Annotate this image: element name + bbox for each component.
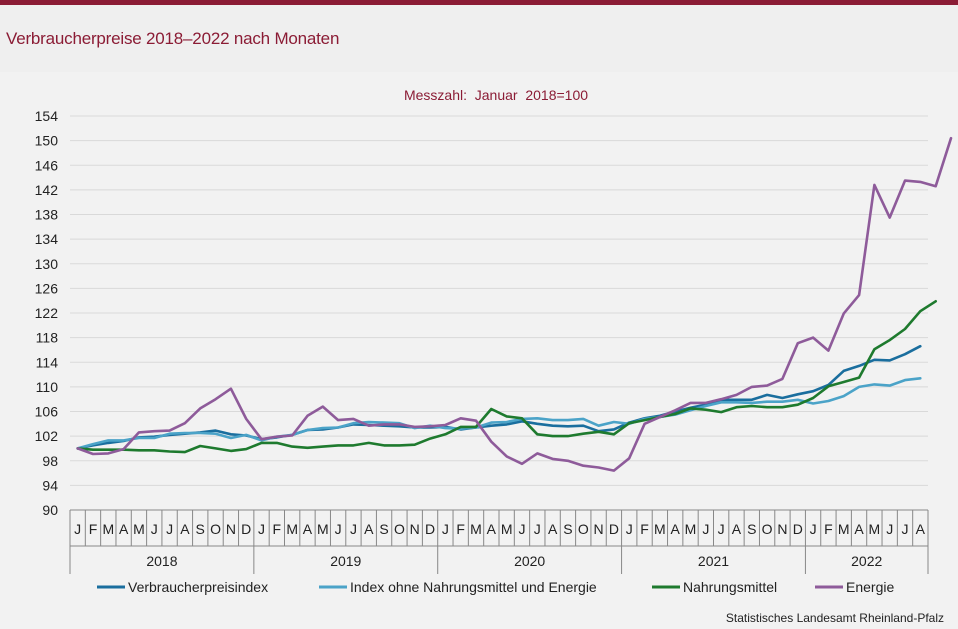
month-tick-label: A xyxy=(364,521,374,537)
month-tick-label: N xyxy=(777,521,787,537)
month-tick-label: J xyxy=(166,521,173,537)
month-tick-label: D xyxy=(793,521,803,537)
y-tick-label: 146 xyxy=(35,157,59,173)
y-tick-label: 98 xyxy=(42,453,58,469)
year-label: 2018 xyxy=(146,553,177,569)
month-tick-label: S xyxy=(747,521,756,537)
month-tick-label: D xyxy=(609,521,619,537)
month-tick-label: J xyxy=(718,521,725,537)
month-tick-label: F xyxy=(89,521,98,537)
series-line-2 xyxy=(76,300,938,454)
y-tick-label: 94 xyxy=(42,477,58,493)
month-tick-label: O xyxy=(394,521,405,537)
month-tick-label: J xyxy=(442,521,449,537)
month-tick-label: S xyxy=(563,521,572,537)
month-tick-label: J xyxy=(350,521,357,537)
chart-panel: Messzahl: Januar 2018=100 90 94 98 102 106 11… xyxy=(0,72,958,629)
header: Verbraucherpreise 2018–2022 nach Monaten xyxy=(0,5,958,72)
month-tick-label: A xyxy=(548,521,558,537)
month-tick-label: N xyxy=(226,521,236,537)
month-tick-label: F xyxy=(456,521,465,537)
month-tick-label: O xyxy=(762,521,773,537)
series-line-0 xyxy=(76,344,922,450)
month-tick-label: J xyxy=(810,521,817,537)
series-lines xyxy=(76,136,953,472)
month-tick-label: F xyxy=(824,521,833,537)
month-tick-label: A xyxy=(916,521,926,537)
month-tick-label: S xyxy=(196,521,205,537)
y-tick-label: 130 xyxy=(35,256,59,272)
y-tick-label: 150 xyxy=(35,133,59,149)
month-tick-label: J xyxy=(74,521,81,537)
y-tick-label: 106 xyxy=(35,404,59,420)
month-tick-label: J xyxy=(518,521,525,537)
month-tick-label: F xyxy=(273,521,282,537)
year-label: 2021 xyxy=(698,553,729,569)
y-tick-label: 102 xyxy=(35,428,59,444)
month-tick-label: J xyxy=(534,521,541,537)
month-tick-label: O xyxy=(210,521,221,537)
legend-label: Index ohne Nahrungsmittel und Energie xyxy=(350,579,597,595)
top-accent-bar xyxy=(0,0,958,5)
y-tick-label: 154 xyxy=(35,108,59,124)
month-tick-label: M xyxy=(685,521,697,537)
chart-subtitle: Messzahl: Januar 2018=100 xyxy=(404,87,588,103)
series-line-1 xyxy=(76,376,922,450)
legend-label: Nahrungsmittel xyxy=(683,579,777,595)
grid-lines xyxy=(70,115,928,511)
month-tick-label: J xyxy=(702,521,709,537)
month-tick-label: M xyxy=(470,521,482,537)
year-label: 2022 xyxy=(851,553,882,569)
y-tick-label: 118 xyxy=(36,330,59,346)
month-tick-label: S xyxy=(379,521,388,537)
month-tick-label: M xyxy=(286,521,298,537)
month-tick-label: A xyxy=(854,521,864,537)
month-tick-label: M xyxy=(654,521,666,537)
y-tick-label: 110 xyxy=(36,379,59,395)
y-tick-label: 122 xyxy=(35,305,59,321)
y-tick-label: 138 xyxy=(35,207,59,223)
month-tick-label: N xyxy=(410,521,420,537)
series-line-3 xyxy=(76,136,953,472)
month-tick-label: N xyxy=(594,521,604,537)
y-tick-label: 142 xyxy=(35,182,59,198)
month-tick-label: A xyxy=(487,521,497,537)
month-tick-label: M xyxy=(133,521,145,537)
month-tick-label: D xyxy=(425,521,435,537)
y-tick-label: 126 xyxy=(35,280,59,296)
year-label: 2019 xyxy=(330,553,361,569)
month-tick-label: O xyxy=(578,521,589,537)
month-tick-label: A xyxy=(119,521,129,537)
y-tick-label: 90 xyxy=(42,502,58,518)
legend: Verbraucherpreisindex Index ohne Nahrungs… xyxy=(97,579,894,595)
y-tick-label: 114 xyxy=(36,354,59,370)
month-tick-label: J xyxy=(626,521,633,537)
year-label: 2020 xyxy=(514,553,545,569)
month-tick-label: J xyxy=(335,521,342,537)
month-tick-label: J xyxy=(151,521,158,537)
month-tick-label: M xyxy=(317,521,329,537)
month-tick-label: M xyxy=(501,521,513,537)
legend-label: Energie xyxy=(846,579,894,595)
month-tick-label: A xyxy=(303,521,313,537)
month-tick-label: A xyxy=(732,521,742,537)
month-tick-label: M xyxy=(838,521,850,537)
month-tick-label: A xyxy=(671,521,681,537)
month-tick-label: J xyxy=(258,521,265,537)
month-tick-label: J xyxy=(886,521,893,537)
y-tick-label: 134 xyxy=(35,231,59,247)
line-chart: Messzahl: Januar 2018=100 90 94 98 102 106 11… xyxy=(35,87,953,595)
month-tick-label: M xyxy=(869,521,881,537)
legend-label: Verbraucherpreisindex xyxy=(128,579,268,595)
source-note: Statistisches Landesamt Rheinland-Pfalz xyxy=(725,611,944,625)
page-title: Verbraucherpreise 2018–2022 nach Monaten xyxy=(6,29,340,48)
month-tick-label: D xyxy=(241,521,251,537)
month-tick-label: J xyxy=(902,521,909,537)
month-tick-label: M xyxy=(102,521,114,537)
y-axis: 90 94 98 102 106 110 114 118 122 126 130 134 138 142 1… xyxy=(35,108,59,518)
month-tick-label: A xyxy=(180,521,190,537)
month-tick-label: F xyxy=(640,521,649,537)
